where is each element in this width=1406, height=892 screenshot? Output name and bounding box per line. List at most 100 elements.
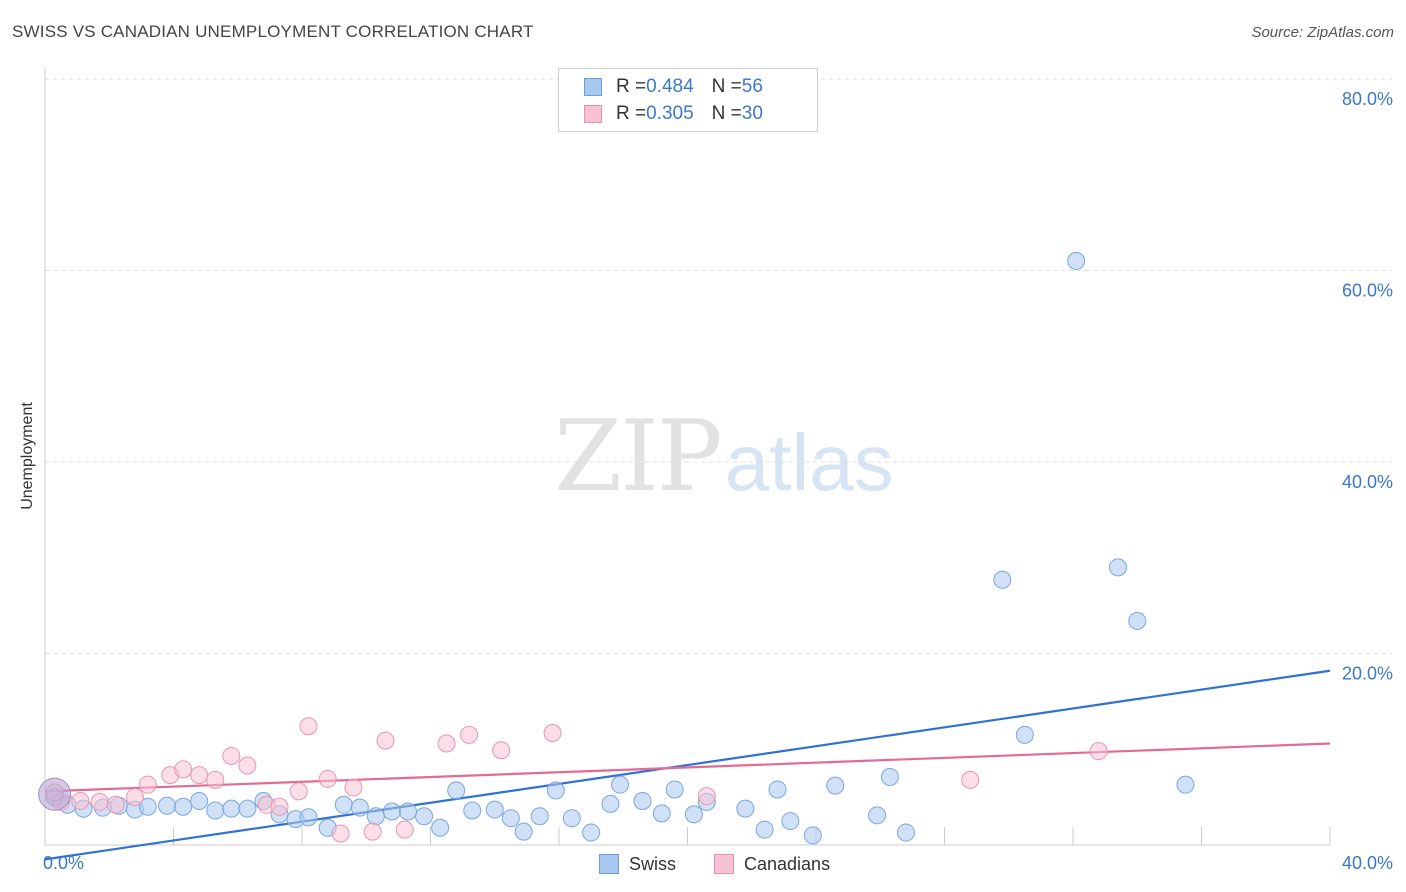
canadians-point	[125, 788, 144, 807]
swiss-point	[546, 781, 565, 800]
swiss-point	[768, 780, 787, 799]
canadians-point	[318, 769, 337, 788]
swiss-point	[514, 822, 533, 841]
n-value: 56	[741, 76, 763, 97]
swiss-point	[896, 823, 915, 842]
canadians-legend-label: Canadians	[744, 853, 831, 874]
swiss-point	[158, 796, 177, 815]
swiss-point	[138, 797, 157, 816]
swiss-point	[431, 818, 450, 837]
swiss-point	[652, 804, 671, 823]
swiss-point	[633, 791, 652, 810]
swiss-point	[447, 781, 466, 800]
swiss-point	[684, 805, 703, 824]
swiss-point	[501, 809, 520, 828]
swiss-point	[1015, 725, 1034, 744]
canadians-point	[697, 787, 716, 806]
swiss-trend-line	[44, 669, 1331, 861]
swiss-point	[665, 780, 684, 799]
canadians-point	[331, 824, 350, 843]
canadians-point	[138, 775, 157, 794]
swiss-point	[611, 775, 630, 794]
swiss-point	[415, 807, 434, 826]
tick-labels: 20.0% 40.0% 60.0% 80.0% 0.0% 40.0%	[43, 89, 1393, 873]
canadians-point	[174, 760, 193, 779]
legend-row-canadians: R = 0.305 N = 30	[584, 102, 763, 126]
swiss-point	[222, 799, 241, 818]
swiss-point	[601, 794, 620, 813]
swiss-legend-swatch	[599, 854, 619, 874]
canadians-point	[71, 791, 90, 810]
swiss-point	[826, 776, 845, 795]
y-tick-label: 40.0%	[1342, 472, 1393, 492]
x-tick-label: 0.0%	[43, 853, 84, 873]
canadians-point	[395, 820, 414, 839]
gridlines	[45, 78, 1392, 654]
canadians-swatch	[584, 105, 602, 123]
canadians-point	[376, 731, 395, 750]
canadians-point	[190, 766, 209, 785]
y-tick-label: 20.0%	[1342, 664, 1393, 684]
swiss-point	[1176, 775, 1195, 794]
canadians-point	[961, 770, 980, 789]
canadians-point	[270, 797, 289, 816]
swiss-point	[582, 823, 601, 842]
canadians-point	[492, 741, 511, 760]
swiss-point	[463, 801, 482, 820]
swiss-point	[485, 800, 504, 819]
n-label: N =	[711, 103, 742, 124]
source-label: Source: ZipAtlas.com	[1251, 24, 1394, 41]
canadians-point	[1089, 742, 1108, 761]
canadians-point	[289, 782, 308, 801]
legend-item-canadians: Canadians	[714, 852, 830, 876]
y-tick-label: 60.0%	[1342, 281, 1393, 301]
chart-title: SWISS VS CANADIAN UNEMPLOYMENT CORRELATI…	[12, 22, 534, 41]
swiss-point	[238, 799, 257, 818]
axes	[44, 68, 1331, 846]
canadians-point	[543, 723, 562, 742]
data-points	[38, 251, 1195, 845]
swiss-point	[781, 812, 800, 831]
swiss-point	[299, 808, 318, 827]
swiss-point	[1067, 251, 1086, 270]
swiss-point	[1128, 611, 1147, 630]
r-label: R =	[616, 103, 647, 124]
trend-lines	[44, 669, 1331, 861]
swiss-point	[993, 570, 1012, 589]
watermark-zip: ZIP	[554, 400, 723, 514]
swiss-point	[190, 791, 209, 810]
legend-row-swiss: R = 0.484 N = 56	[584, 75, 763, 99]
canadians-point	[238, 756, 257, 775]
swiss-legend-label: Swiss	[629, 853, 677, 874]
canadians-trend-line	[44, 742, 1331, 793]
canadians-point	[90, 792, 109, 811]
stats-legend: R = 0.484 N = 56 R = 0.305 N = 30	[558, 68, 818, 132]
r-label: R =	[616, 76, 647, 97]
n-value: 30	[741, 103, 763, 124]
swiss-point	[206, 801, 225, 820]
swiss-point	[174, 797, 193, 816]
legend-item-swiss: Swiss	[599, 852, 676, 876]
canadians-point	[460, 725, 479, 744]
canadians-point	[344, 778, 363, 797]
swiss-point	[736, 799, 755, 818]
canadians-point	[363, 822, 382, 841]
swiss-point	[880, 768, 899, 787]
canadians-point	[206, 770, 225, 789]
swiss-point	[755, 820, 774, 839]
swiss-point	[399, 802, 418, 821]
canadians-point	[106, 795, 125, 814]
swiss-point	[1108, 558, 1127, 577]
canadians-point	[299, 717, 318, 736]
swiss-point	[350, 798, 369, 817]
watermark: ZIPatlas	[554, 400, 894, 514]
cluster-point	[38, 777, 72, 811]
canadians-legend-swatch	[714, 854, 734, 874]
r-value: 0.484	[646, 76, 694, 97]
swiss-point	[530, 807, 549, 826]
swiss-point	[803, 826, 822, 845]
swiss-point	[562, 809, 581, 828]
n-label: N =	[711, 76, 742, 97]
swiss-point	[868, 806, 887, 825]
